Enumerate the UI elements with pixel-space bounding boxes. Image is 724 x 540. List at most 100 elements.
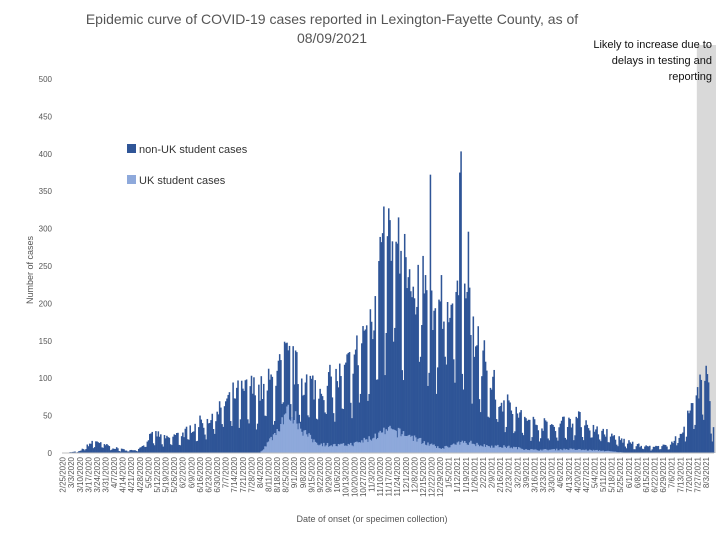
non-uk-case-bar [553, 426, 555, 453]
non-uk-case-bar [367, 400, 369, 453]
non-uk-case-bar [168, 437, 171, 453]
non-uk-case-bar [501, 411, 504, 453]
uk-case-bar [400, 436, 402, 453]
annotation-line-2: delays in testing and [612, 55, 712, 67]
uk-case-bar [613, 451, 616, 453]
uk-case-bar [370, 440, 373, 453]
non-uk-case-bar [623, 438, 625, 453]
non-uk-case-bar [309, 375, 312, 453]
uk-case-bar [470, 440, 472, 453]
non-uk-case-bar [315, 418, 318, 453]
uk-case-bar [602, 450, 604, 453]
non-uk-case-bar [646, 446, 649, 453]
non-uk-case-bar [318, 398, 320, 453]
non-uk-case-bar [383, 206, 385, 453]
uk-case-bar [503, 445, 505, 453]
uk-case-bar [530, 449, 532, 453]
non-uk-case-bar [663, 444, 666, 453]
non-uk-case-bar [330, 376, 332, 453]
non-uk-case-bar [571, 423, 574, 453]
non-uk-case-bar [149, 433, 151, 453]
uk-case-bar [282, 424, 285, 453]
non-uk-case-bar [542, 430, 544, 453]
non-uk-case-bar [483, 340, 486, 453]
uk-case-bar [294, 411, 297, 453]
non-uk-case-bar [631, 441, 634, 453]
non-uk-case-bar [408, 269, 411, 453]
non-uk-case-bar [441, 328, 444, 453]
non-uk-case-bar [466, 291, 468, 453]
x-tick-label: 3/16/2021 [531, 456, 540, 492]
non-uk-case-bar [379, 236, 381, 453]
non-uk-case-bar [582, 440, 585, 453]
uk-case-bar [369, 439, 372, 453]
non-uk-case-bar [221, 424, 223, 453]
non-uk-case-bar [479, 412, 482, 453]
non-uk-case-bar [380, 242, 383, 453]
non-uk-case-bar [600, 441, 602, 453]
non-uk-case-bar [569, 418, 571, 453]
non-uk-case-bar [580, 427, 582, 453]
non-uk-case-bar [489, 387, 492, 453]
non-uk-case-bar [519, 412, 521, 453]
x-tick-label: 3/31/2020 [102, 456, 111, 492]
uk-case-bar [468, 442, 471, 453]
non-uk-case-bar [585, 420, 587, 453]
non-uk-case-bar [433, 310, 435, 453]
non-uk-case-bar [234, 398, 237, 453]
uk-case-bar [606, 450, 608, 453]
y-tick-label: 450 [39, 112, 53, 121]
uk-case-bar [429, 444, 432, 453]
non-uk-case-bar [310, 378, 313, 453]
non-uk-case-bar [185, 426, 188, 453]
uk-case-bar [408, 434, 411, 453]
uk-case-bar [405, 436, 407, 453]
uk-case-bar [418, 438, 421, 453]
reporting-delay-shade [696, 45, 716, 453]
non-uk-case-bar [117, 448, 119, 453]
uk-case-bar [501, 447, 504, 453]
non-uk-case-bar [460, 151, 462, 453]
uk-case-bar [269, 438, 271, 453]
uk-case-bar [407, 435, 410, 453]
non-uk-case-bar [118, 450, 120, 453]
non-uk-case-bar [419, 356, 422, 453]
non-uk-case-bar [490, 389, 493, 453]
non-uk-case-bar [503, 400, 505, 453]
non-uk-case-bar [506, 394, 509, 453]
uk-case-bar [267, 441, 270, 453]
non-uk-case-bar [86, 444, 89, 453]
uk-case-bar [281, 417, 283, 453]
uk-case-bar [435, 448, 438, 453]
uk-case-bar [586, 450, 589, 453]
non-uk-case-bar [93, 447, 96, 453]
x-tick-label: 5/19/2020 [162, 456, 171, 492]
non-uk-case-bar [694, 424, 696, 453]
uk-case-bar [424, 444, 427, 453]
chart-title-line-2: 08/09/2021 [297, 30, 367, 46]
non-uk-case-bar [187, 439, 189, 453]
non-uk-case-bar [515, 406, 517, 453]
non-uk-case-bar [445, 364, 448, 453]
non-uk-case-bar [124, 450, 127, 453]
non-uk-case-bar [612, 436, 614, 453]
non-uk-case-bar [329, 364, 331, 453]
non-uk-case-bar [321, 396, 324, 453]
uk-case-bar [381, 432, 384, 453]
non-uk-case-bar [139, 447, 141, 453]
non-uk-case-bar [558, 427, 560, 453]
x-tick-label: 6/29/2021 [659, 456, 668, 492]
non-uk-case-bar [255, 429, 258, 453]
uk-case-bar [414, 437, 417, 453]
non-uk-case-bar [196, 440, 199, 453]
non-uk-case-bar [361, 343, 363, 453]
non-uk-case-bar [668, 449, 671, 453]
uk-case-bar [361, 440, 363, 453]
x-tick-label: 5/25/2021 [616, 456, 625, 492]
non-uk-case-bar [443, 321, 445, 453]
non-uk-case-bar [495, 419, 498, 453]
non-uk-case-bar [96, 441, 98, 453]
non-uk-case-bar [531, 437, 533, 453]
non-uk-case-bar [312, 375, 314, 453]
uk-case-bar [359, 442, 362, 453]
